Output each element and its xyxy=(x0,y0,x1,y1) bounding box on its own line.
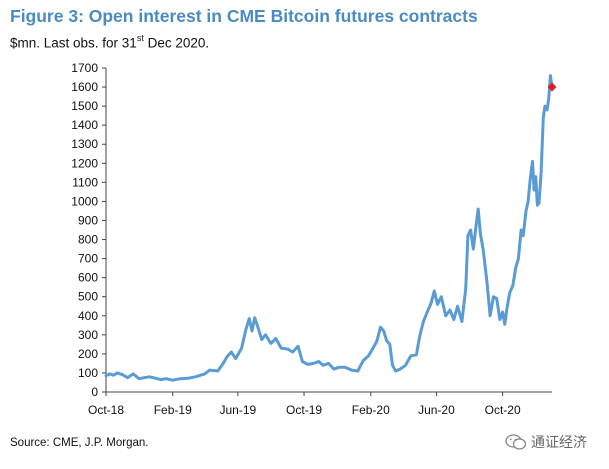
y-tick-label: 200 xyxy=(78,347,98,361)
subtitle-text-end: Dec 2020. xyxy=(143,35,210,51)
y-tick-label: 1000 xyxy=(71,194,98,208)
y-tick-label: 400 xyxy=(78,309,98,323)
y-tick-label: 900 xyxy=(78,213,98,227)
x-tick-label: Oct-19 xyxy=(286,403,322,417)
y-tick-label: 0 xyxy=(91,385,98,399)
subtitle-text: $mn. Last obs. for 31 xyxy=(10,35,137,51)
x-tick-label: Feb-20 xyxy=(352,403,390,417)
series-line xyxy=(104,74,554,382)
y-tick-label: 300 xyxy=(78,328,98,342)
y-tick-label: 1100 xyxy=(72,175,98,189)
y-tick-label: 1300 xyxy=(71,137,98,151)
y-tick-label: 800 xyxy=(78,233,98,247)
x-tick-label: Jun-19 xyxy=(219,403,256,417)
x-tick-label: Oct-20 xyxy=(485,403,521,417)
y-tick-label: 1600 xyxy=(71,80,98,94)
watermark: 通证经济 xyxy=(505,432,587,452)
series-layer xyxy=(104,74,557,382)
y-tick-label: 100 xyxy=(78,366,98,380)
watermark-text: 通证经济 xyxy=(531,434,587,450)
x-tick-label: Feb-19 xyxy=(154,403,192,417)
chart-subtitle: $mn. Last obs. for 31st Dec 2020. xyxy=(10,33,210,51)
y-tick-label: 1400 xyxy=(71,118,98,132)
chart-title: Figure 3: Open interest in CME Bitcoin f… xyxy=(10,6,478,26)
x-axis: Oct-18 Feb-19 Jun-19 Oct-19 Feb-20 Jun-20 Oct-… xyxy=(88,391,552,417)
y-tick-label: 1200 xyxy=(71,156,98,170)
x-tick-label: Jun-20 xyxy=(418,403,455,417)
y-tick-label: 1700 xyxy=(71,61,98,75)
y-tick-label: 500 xyxy=(78,290,98,304)
y-tick-label: 1500 xyxy=(71,99,98,113)
x-tick-label: Oct-18 xyxy=(88,403,124,417)
wechat-logo-icon xyxy=(505,434,527,450)
last-observation-marker xyxy=(547,82,557,92)
source-note: Source: CME, J.P. Morgan. xyxy=(10,437,149,449)
subtitle-superscript: st xyxy=(136,33,144,43)
y-tick-label: 600 xyxy=(78,271,98,285)
y-tick-label: 700 xyxy=(78,252,98,266)
y-axis: 0 100 200 300 400 500 600 700 800 900 1000 1100 1200… xyxy=(71,61,107,399)
